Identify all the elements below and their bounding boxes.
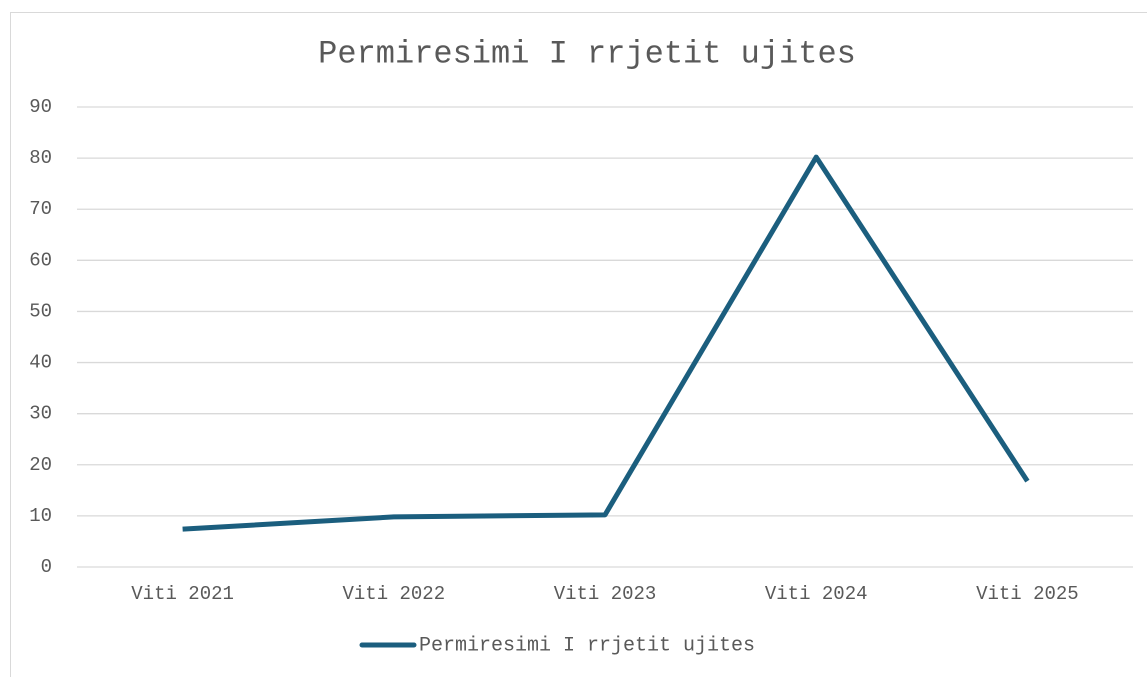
x-tick-label: Viti 2025 xyxy=(976,583,1079,605)
y-tick-label: 50 xyxy=(29,300,52,322)
y-tick-label: 90 xyxy=(29,96,52,118)
y-tick-label: 20 xyxy=(29,454,52,476)
legend-label: Permiresimi I rrjetit ujites xyxy=(419,634,755,657)
chart-frame xyxy=(11,13,1147,678)
chart-title: Permiresimi I rrjetit ujites xyxy=(318,35,856,72)
x-tick-label: Viti 2022 xyxy=(342,583,445,605)
y-tick-label: 60 xyxy=(29,249,52,271)
y-tick-label: 30 xyxy=(29,403,52,425)
x-tick-label: Viti 2021 xyxy=(131,583,234,605)
y-tick-label: 80 xyxy=(29,147,52,169)
x-tick-label: Viti 2024 xyxy=(765,583,868,605)
y-tick-label: 0 xyxy=(41,556,52,578)
x-tick-label: Viti 2023 xyxy=(554,583,657,605)
y-tick-label: 40 xyxy=(29,352,52,374)
y-tick-label: 10 xyxy=(29,505,52,527)
y-tick-label: 70 xyxy=(29,198,52,220)
